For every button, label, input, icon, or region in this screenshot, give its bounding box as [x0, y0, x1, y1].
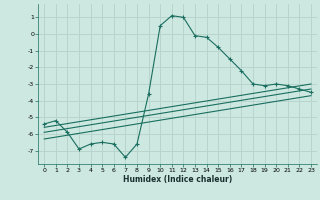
X-axis label: Humidex (Indice chaleur): Humidex (Indice chaleur) — [123, 175, 232, 184]
